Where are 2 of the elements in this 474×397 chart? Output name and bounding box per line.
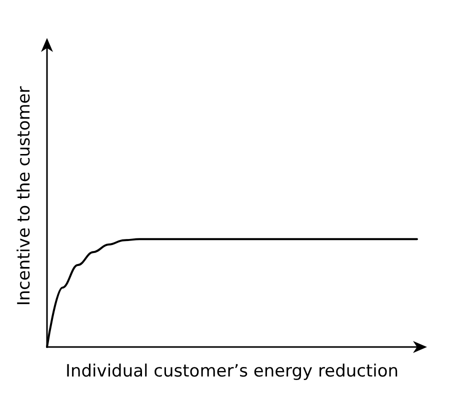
x-axis-title: Individual customer’s energy reduction xyxy=(65,362,399,382)
y-axis-title: Incentive to the customer xyxy=(14,86,34,306)
